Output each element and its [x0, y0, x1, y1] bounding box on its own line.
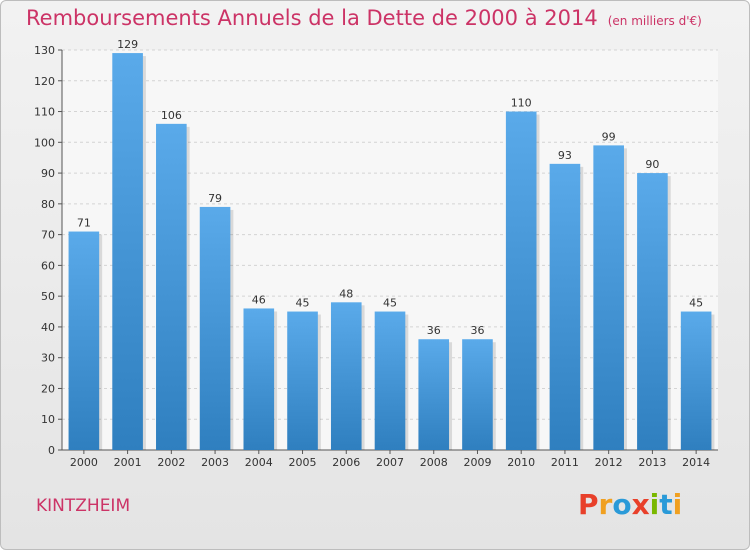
x-tick-label: 2011 — [551, 456, 579, 469]
y-tick-label: 20 — [41, 382, 55, 395]
x-tick-label: 2013 — [638, 456, 666, 469]
y-tick-label: 0 — [48, 444, 55, 457]
x-tick-label: 2005 — [289, 456, 317, 469]
logo-letter: i — [649, 488, 660, 521]
data-label: 36 — [470, 324, 484, 337]
logo-letter: t — [659, 488, 673, 521]
data-label: 79 — [208, 192, 222, 205]
y-tick-label: 40 — [41, 321, 55, 334]
x-tick-label: 2006 — [332, 456, 360, 469]
data-label: 90 — [645, 158, 659, 171]
data-label: 106 — [161, 109, 182, 122]
bar-2012 — [593, 145, 624, 450]
x-tick-label: 2008 — [420, 456, 448, 469]
x-tick-label: 2003 — [201, 456, 229, 469]
x-tick-label: 2009 — [463, 456, 491, 469]
logo-letter: x — [631, 488, 650, 521]
bar-2008 — [418, 339, 450, 450]
data-label: 71 — [77, 217, 91, 230]
y-tick-label: 70 — [41, 229, 55, 242]
y-tick-label: 90 — [41, 167, 55, 180]
commune-name: KINTZHEIM — [36, 496, 131, 516]
x-tick-label: 2012 — [595, 456, 623, 469]
y-tick-label: 130 — [34, 44, 55, 57]
y-tick-label: 80 — [41, 198, 55, 211]
bar-2009 — [462, 339, 493, 450]
y-tick-label: 50 — [41, 290, 55, 303]
data-label: 110 — [511, 97, 532, 110]
data-label: 46 — [252, 293, 266, 306]
data-label: 129 — [117, 38, 138, 51]
bar-2010 — [505, 111, 537, 451]
logo-letter: P — [578, 488, 599, 521]
x-tick-label: 2000 — [70, 456, 98, 469]
y-tick-label: 60 — [41, 259, 55, 272]
chart-title: Remboursements Annuels de la Dette de 20… — [26, 6, 702, 30]
bar-2006 — [330, 302, 362, 450]
data-label: 45 — [296, 297, 310, 310]
bar-2000 — [68, 231, 100, 450]
bar-2014 — [680, 311, 712, 450]
x-tick-label: 2010 — [507, 456, 535, 469]
chart-subtitle: (en milliers d'€) — [607, 14, 702, 28]
y-tick-label: 30 — [41, 352, 55, 365]
proxiti-logo[interactable]: Proxiti — [578, 488, 682, 521]
y-tick-label: 120 — [34, 75, 55, 88]
x-tick-label: 2002 — [157, 456, 185, 469]
bar-2004 — [243, 308, 275, 450]
bar-2005 — [287, 311, 318, 450]
chart-title-text: Remboursements Annuels de la Dette de 20… — [26, 6, 598, 30]
x-tick-label: 2001 — [114, 456, 142, 469]
x-tick-label: 2014 — [682, 456, 710, 469]
bar-2007 — [374, 311, 406, 450]
y-tick-label: 110 — [34, 106, 55, 119]
bar-2001 — [112, 53, 143, 450]
data-label: 99 — [602, 130, 616, 143]
x-tick-label: 2004 — [245, 456, 273, 469]
bar-2013 — [637, 173, 668, 451]
data-label: 48 — [339, 287, 353, 300]
y-tick-label: 100 — [34, 136, 55, 149]
bar-2011 — [549, 163, 581, 450]
logo-letter: i — [672, 488, 683, 521]
logo-letter: r — [598, 488, 613, 521]
data-label: 45 — [689, 297, 703, 310]
data-label: 36 — [427, 324, 441, 337]
bar-2003 — [199, 206, 231, 450]
data-label: 93 — [558, 149, 572, 162]
data-label: 45 — [383, 297, 397, 310]
y-tick-label: 10 — [41, 413, 55, 426]
x-tick-label: 2007 — [376, 456, 404, 469]
bar-2002 — [156, 123, 187, 450]
logo-letter: o — [612, 488, 632, 521]
